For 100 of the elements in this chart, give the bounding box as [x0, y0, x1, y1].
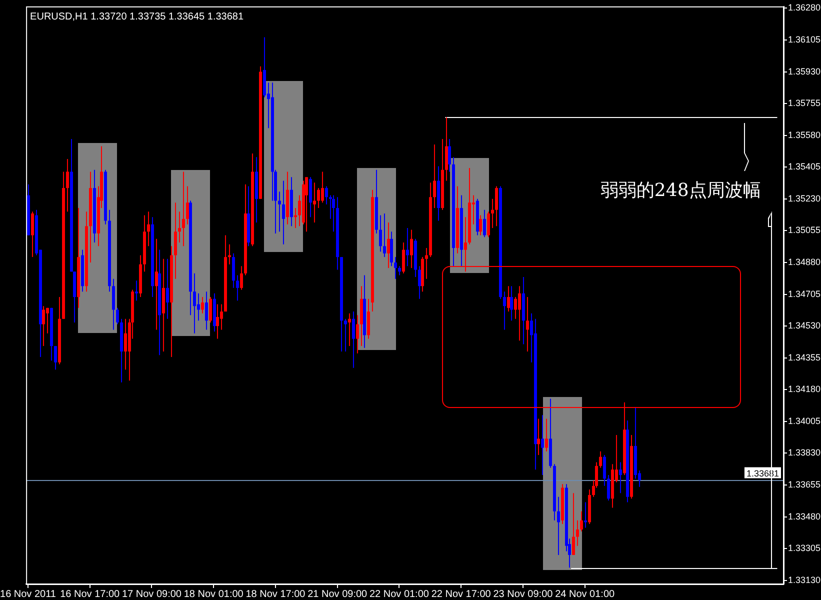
candlestick	[367, 298, 370, 340]
y-tick-label: 1.34880	[788, 256, 821, 267]
candlestick	[240, 266, 243, 290]
candlestick	[232, 252, 235, 288]
candlestick	[54, 346, 57, 370]
y-tick-label: 1.36280	[788, 2, 821, 13]
candlestick	[479, 214, 482, 236]
candlestick	[197, 292, 200, 322]
candlestick	[487, 211, 490, 238]
candlestick	[464, 216, 467, 272]
x-tick-label: 22 Nov 01:00	[369, 588, 430, 600]
y-tick-label: 1.33830	[788, 448, 821, 458]
candlestick	[186, 186, 189, 225]
candlestick	[410, 229, 413, 268]
candlestick	[390, 231, 393, 267]
y-tick-label: 1.33305	[788, 543, 821, 554]
candlestick	[124, 318, 127, 370]
candlestick	[379, 214, 382, 252]
candlestick	[155, 238, 158, 330]
y-tick-label: 1.35230	[788, 193, 821, 204]
candlestick	[332, 194, 335, 232]
y-tick-label: 1.34005	[788, 416, 821, 426]
y-tick-label: 1.34180	[788, 384, 821, 394]
candlestick	[352, 311, 355, 368]
y-tick-label: 1.34530	[788, 320, 821, 331]
y-tick-label: 1.34705	[788, 288, 821, 299]
y-tick-label: 1.33480	[788, 511, 821, 522]
candlestick	[147, 211, 150, 247]
candlestick	[112, 278, 115, 330]
candlestick	[510, 286, 513, 322]
candlestick	[309, 176, 312, 218]
candlestick	[42, 306, 45, 347]
candlestick	[116, 307, 119, 325]
candlestick	[491, 198, 494, 228]
candlestick	[406, 227, 409, 267]
candlestick	[507, 286, 510, 312]
candlestick	[205, 291, 208, 330]
candlestick	[402, 242, 405, 274]
candlestick	[209, 296, 212, 323]
candlestick	[557, 496, 560, 556]
candlestick	[514, 296, 517, 320]
candlestick	[305, 176, 308, 232]
y-tick-label: 1.35580	[788, 130, 821, 140]
candlestick	[193, 272, 196, 334]
candlestick	[321, 171, 324, 204]
candlestick	[576, 520, 579, 546]
x-tick-label: 16 Nov 17:00	[60, 588, 120, 600]
candlestick	[228, 244, 231, 265]
candlestick	[448, 138, 451, 172]
annotation: 弱弱的248点周波幅	[600, 180, 761, 201]
y-tick-label: 1.35405	[788, 162, 821, 172]
candlestick	[178, 211, 181, 244]
y-tick-label: 1.36105	[788, 34, 821, 44]
x-tick-label: 24 Nov 01:00	[555, 588, 616, 600]
candlestick	[503, 291, 506, 330]
candlestick	[278, 191, 281, 232]
ref-line-label: 1.33681	[746, 468, 780, 478]
candlestick	[166, 258, 169, 320]
y-tick-label: 1.35055	[788, 225, 821, 236]
candlestick	[46, 307, 49, 334]
y-tick-label: 1.33130	[788, 574, 821, 585]
candlestick	[607, 474, 610, 501]
candlestick	[445, 116, 448, 182]
candlestick	[425, 247, 428, 280]
candlestick	[236, 274, 239, 302]
candlestick	[201, 296, 204, 314]
candlestick	[418, 266, 421, 300]
candlestick	[580, 510, 583, 532]
candlestick	[387, 222, 390, 268]
y-tick-label: 1.34355	[788, 352, 821, 362]
candlestick	[383, 212, 386, 258]
candlestick	[398, 266, 401, 276]
candlestick	[526, 296, 529, 352]
candlestick	[174, 202, 177, 280]
candlestick	[518, 286, 521, 342]
x-tick-label: 23 Nov 09:00	[493, 588, 554, 600]
x-tick-label: 18 Nov 17:00	[246, 588, 306, 600]
y-tick-label: 1.35755	[788, 98, 821, 108]
candlestick	[135, 280, 138, 302]
candlestick	[182, 171, 185, 247]
x-tick-label: 22 Nov 17:00	[431, 588, 492, 600]
candlestick	[537, 418, 540, 456]
x-tick-label: 21 Nov 09:00	[308, 588, 368, 600]
candlestick	[220, 304, 223, 330]
candlestick	[282, 180, 285, 245]
candlestick	[572, 492, 575, 556]
candlestick	[356, 314, 359, 354]
candlestick	[483, 209, 486, 238]
candlestick	[433, 144, 436, 209]
candlestick	[31, 211, 34, 258]
candlestick	[216, 304, 219, 340]
candlestick	[599, 450, 602, 468]
candlestick	[66, 158, 69, 212]
candlestick	[348, 312, 351, 347]
candlestick	[313, 182, 316, 224]
candlestick	[325, 186, 328, 205]
candlestick	[619, 462, 622, 494]
candlestick	[394, 256, 397, 280]
y-tick-label: 1.33655	[788, 479, 821, 490]
candlestick	[317, 188, 320, 209]
